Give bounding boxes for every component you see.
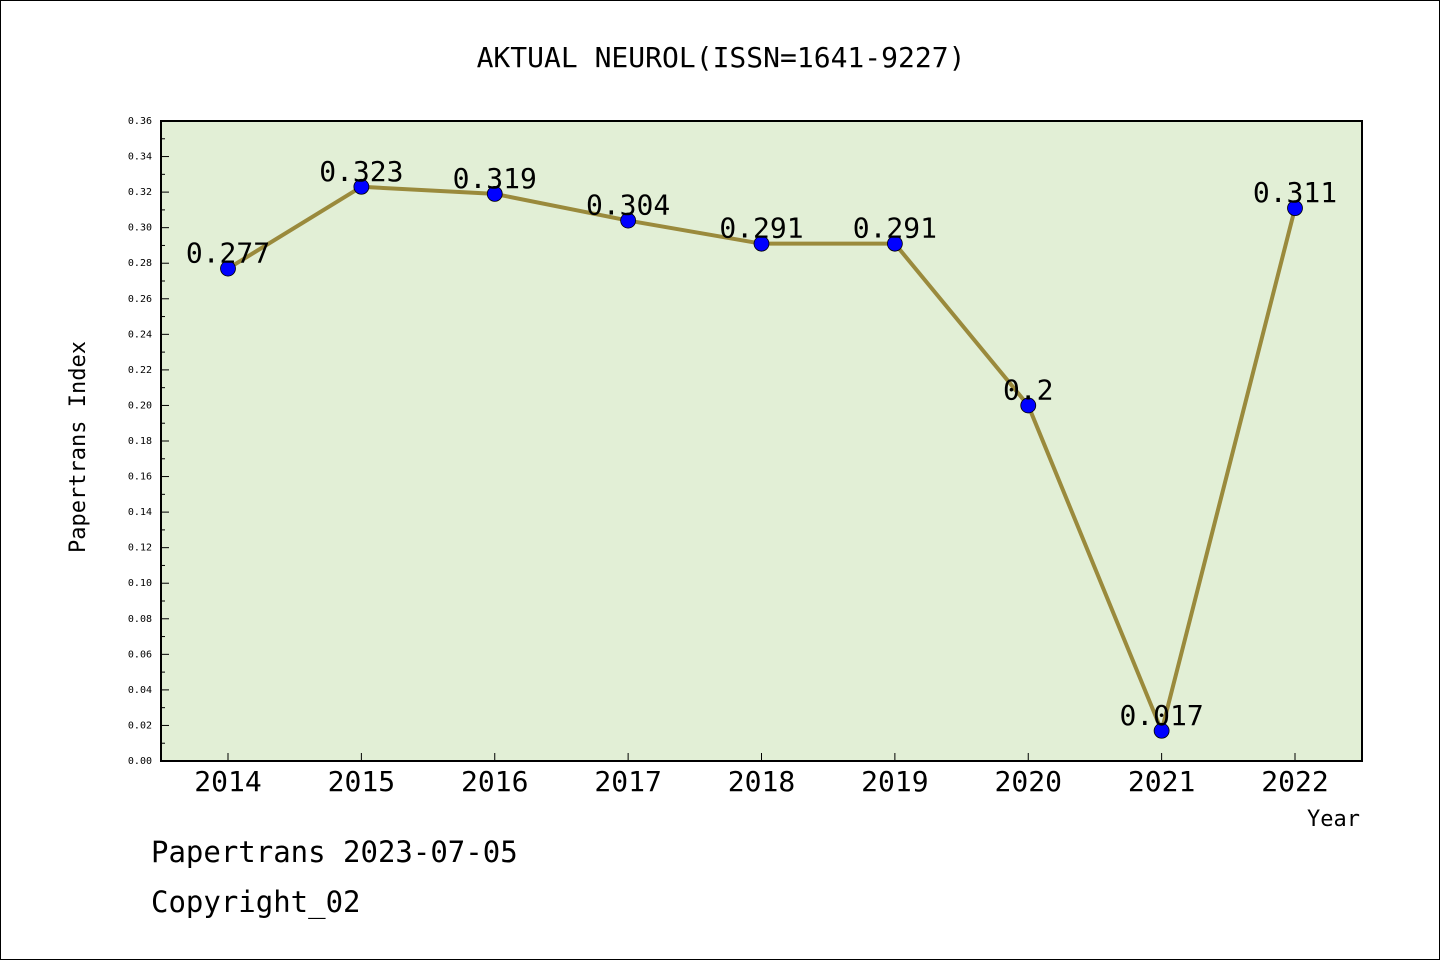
x-axis-label: Year: [1307, 807, 1360, 832]
x-tick-label: 2021: [1128, 765, 1195, 798]
y-tick-label: 0.20: [128, 400, 152, 411]
y-tick-label: 0.32: [128, 187, 152, 198]
data-point: [220, 260, 236, 277]
data-label: 0.291: [853, 212, 937, 245]
y-tick-label: 0.14: [128, 507, 152, 518]
y-tick-label: 0.26: [128, 294, 152, 305]
x-tick-label: 2017: [594, 765, 661, 798]
y-tick-label: 0.18: [128, 436, 152, 447]
data-point: [353, 178, 370, 195]
y-axis-label: Papertrans Index: [66, 341, 91, 553]
footer-credit: Papertrans 2023-07-05: [151, 835, 518, 869]
y-tick-label: 0.22: [128, 365, 152, 376]
data-label: 0.277: [186, 237, 270, 270]
data-label: 0.2: [1003, 373, 1054, 406]
y-tick-label: 0.36: [128, 116, 152, 127]
data-point: [1153, 722, 1170, 739]
data-point: [886, 235, 903, 252]
data-point: [486, 185, 503, 202]
y-tick-label: 0.12: [128, 543, 152, 554]
plot-area: [161, 121, 1362, 761]
data-label: 0.323: [319, 155, 403, 188]
y-tick-label: 0.30: [128, 223, 152, 234]
footer-copyright: Copyright_02: [151, 885, 361, 919]
x-tick-label: 2022: [1261, 765, 1328, 798]
y-tick-label: 0.16: [128, 472, 152, 483]
x-tick-label: 2016: [461, 765, 528, 798]
y-tick-label: 0.08: [128, 614, 152, 625]
y-tick-label: 0.00: [128, 756, 152, 767]
data-label: 0.311: [1253, 176, 1337, 209]
x-tick-label: 2019: [861, 765, 928, 798]
y-tick-label: 0.02: [128, 720, 152, 731]
y-tick-label: 0.04: [128, 685, 152, 696]
y-tick-label: 0.06: [128, 649, 152, 660]
data-label: 0.017: [1119, 699, 1203, 732]
y-tick-label: 0.24: [128, 329, 152, 340]
data-point: [620, 212, 637, 229]
y-tick-label: 0.10: [128, 578, 152, 589]
x-tick-label: 2014: [194, 765, 261, 798]
data-label: 0.304: [586, 189, 670, 222]
x-tick-label: 2018: [728, 765, 795, 798]
data-point: [1287, 200, 1303, 217]
chart-title: AKTUAL NEUROL(ISSN=1641-9227): [477, 41, 966, 74]
data-label: 0.291: [719, 212, 803, 245]
y-tick-label: 0.34: [128, 152, 152, 163]
data-point: [753, 235, 770, 252]
x-tick-label: 2020: [995, 765, 1062, 798]
plot-frame: [160, 120, 1363, 762]
data-point: [1020, 397, 1037, 414]
x-tick-label: 2015: [328, 765, 395, 798]
y-tick-label: 0.28: [128, 258, 152, 269]
data-label: 0.319: [453, 162, 537, 195]
